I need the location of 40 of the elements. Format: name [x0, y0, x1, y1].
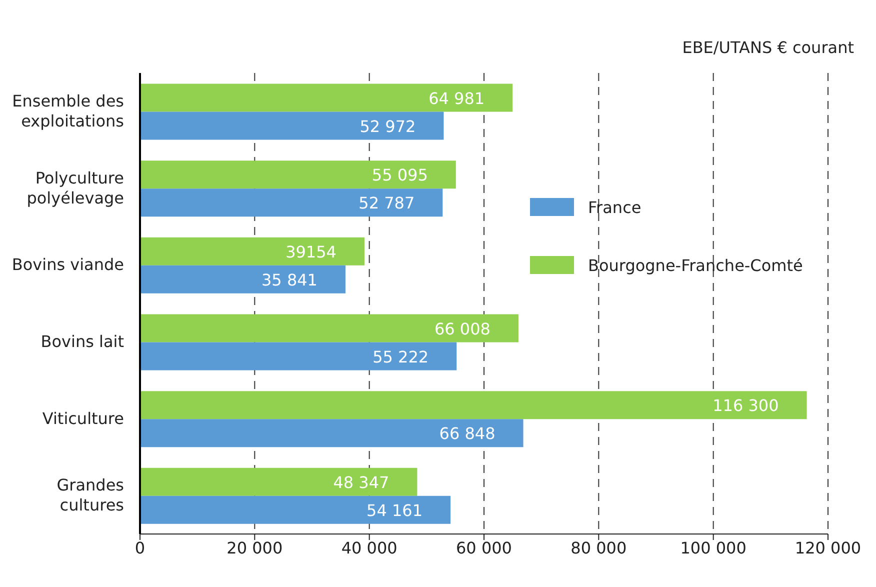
x-tick-label: 20 000: [226, 538, 283, 558]
bar: [140, 112, 444, 140]
data-label: 55 222: [372, 347, 429, 366]
x-tick-label: 40 000: [341, 538, 398, 558]
y-tick-label: Ensemble des exploitations: [12, 91, 124, 130]
data-label: 52 972: [360, 116, 416, 136]
data-label: 116 300: [712, 396, 779, 416]
y-tick-label: Bovins viande: [12, 255, 124, 274]
data-label: 66 008: [434, 319, 490, 338]
legend-label: France: [588, 198, 642, 216]
y-tick-label: Grandes cultures: [56, 476, 124, 515]
legend-label: Bourgogne-Franche-Comté: [588, 256, 803, 274]
x-tick-label: 100 000: [680, 538, 746, 558]
data-label: 64 981: [428, 88, 485, 108]
bar: [140, 391, 807, 420]
x-tick-label: 80 000: [570, 538, 627, 558]
x-tick-label: 0: [134, 538, 146, 558]
bar: [140, 419, 524, 448]
x-tick-label: 120 000: [794, 538, 862, 558]
data-label: 52 787: [358, 194, 415, 213]
data-label: 66 848: [439, 424, 496, 444]
bar: [140, 314, 518, 342]
y-tick-label: Viticulture: [42, 408, 124, 428]
bar: [140, 468, 418, 496]
data-label: 39154: [286, 242, 336, 262]
bar: [140, 84, 513, 112]
data-label: 35 841: [262, 270, 318, 290]
bar: [140, 342, 457, 370]
bar: [140, 265, 346, 294]
bar: [140, 496, 451, 524]
text: EBE/UTANS € courant: [682, 38, 854, 57]
bar: [140, 188, 443, 217]
bar: [140, 160, 456, 189]
data-label: 55 095: [372, 166, 428, 185]
data-label: 48 347: [333, 472, 390, 492]
y-tick-label: Polyculture polyélevage: [26, 168, 124, 208]
x-tick-label: 60 000: [456, 538, 512, 558]
bar: [140, 237, 364, 266]
data-label: 54 161: [366, 500, 423, 520]
y-tick-label: Bovins lait: [40, 332, 124, 351]
